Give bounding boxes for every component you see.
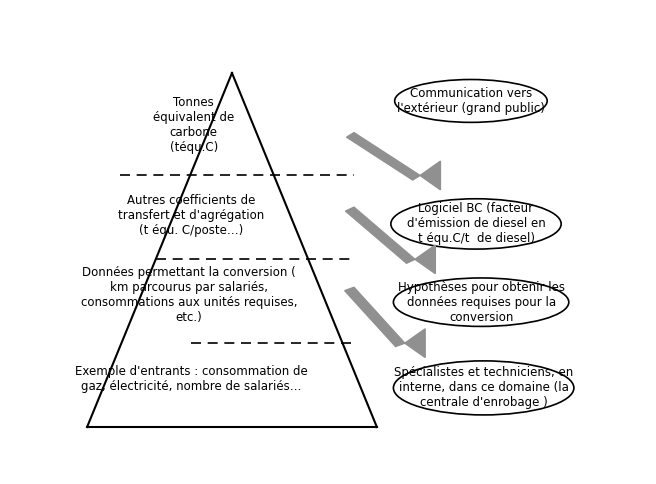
Text: Spécialistes et techniciens, en
interne, dans ce domaine (la
centrale d'enrobage: Spécialistes et techniciens, en interne,…	[394, 366, 573, 409]
FancyArrow shape	[405, 329, 425, 358]
Text: Tonnes
équivalent de
carbone
(téqu.C): Tonnes équivalent de carbone (téqu.C)	[154, 96, 234, 154]
Text: Communication vers
l'extérieur (grand public): Communication vers l'extérieur (grand pu…	[397, 87, 545, 115]
Polygon shape	[346, 133, 420, 180]
FancyArrow shape	[420, 161, 440, 190]
Text: Hypothèses pour obtenir les
données requises pour la
conversion: Hypothèses pour obtenir les données requ…	[398, 281, 565, 324]
Polygon shape	[346, 207, 415, 263]
FancyArrow shape	[415, 245, 436, 273]
Text: Données permettant la conversion (
km parcourus par salariés,
consommations aux : Données permettant la conversion ( km pa…	[81, 266, 297, 324]
Text: Exemple d'entrants : consommation de
gaz, électricité, nombre de salariés…: Exemple d'entrants : consommation de gaz…	[75, 365, 308, 393]
Text: Logiciel BC (facteur
d'émission de diesel en
t équ.C/t  de diesel): Logiciel BC (facteur d'émission de diese…	[407, 202, 545, 245]
Text: Autres coefficients de
transfert et d'agrégation
(t équ. C/poste…): Autres coefficients de transfert et d'ag…	[118, 194, 264, 237]
Polygon shape	[344, 287, 405, 347]
